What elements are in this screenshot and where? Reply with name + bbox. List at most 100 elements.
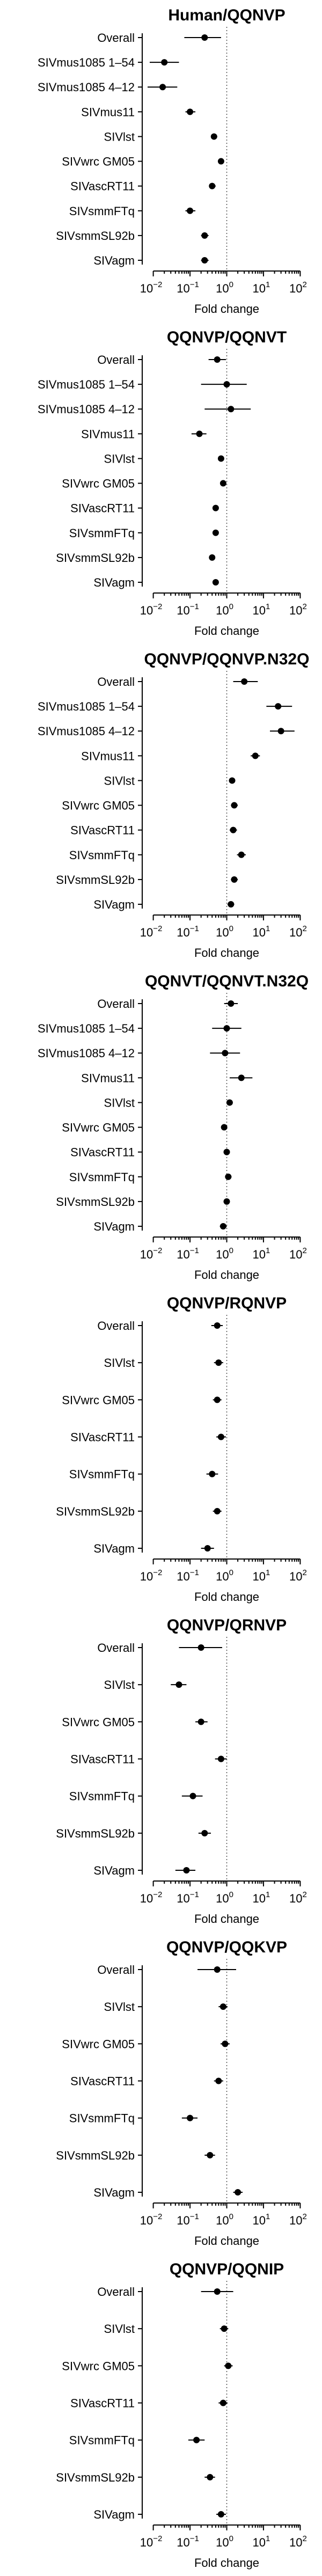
category-label: SIVascRT11: [70, 1753, 135, 1766]
point-estimate: [212, 579, 219, 586]
category-label: SIVascRT11: [70, 502, 135, 515]
category-label: SIVlst: [104, 2322, 135, 2336]
category-label: SIVwrc GM05: [62, 799, 135, 813]
x-tick-label: 101: [253, 602, 270, 617]
panel-title: QQNVP/QQNIP: [170, 2260, 284, 2278]
category-label: SIVmus1085 1–54: [38, 56, 135, 69]
point-estimate: [215, 2077, 222, 2084]
panel-title: QQNVP/RQNVP: [167, 1294, 287, 1312]
category-label: SIVsmmFTq: [69, 1790, 135, 1803]
category-label: SIVmus1085 4–12: [38, 402, 135, 416]
panel-title: QQNVP/QRNVP: [167, 1616, 287, 1634]
forest-panel: QQNVP/RQNVP Overall SIVlst SIVwrc GM05 SIVas…: [56, 1294, 307, 1604]
x-tick-label: 102: [289, 1246, 307, 1261]
panel-title: QQNVP/QQNVT: [167, 328, 287, 346]
x-tick-label: 102: [289, 280, 307, 295]
x-tick-label: 100: [216, 1246, 233, 1261]
x-axis-label: Fold change: [194, 1912, 259, 1926]
category-label: SIVagm: [93, 898, 135, 911]
category-label: SIVwrc GM05: [62, 477, 135, 491]
x-tick-label: 10−2: [140, 602, 163, 617]
forest-panel: Human/QQNVP Overall SIVmus1085 1–54 SIVmus1…: [38, 6, 307, 316]
point-estimate: [187, 108, 194, 115]
x-tick-label: 100: [216, 280, 233, 295]
point-estimate: [252, 752, 259, 759]
category-label: SIVlst: [104, 1356, 135, 1370]
category-label: SIVsmmSL92b: [56, 1505, 135, 1518]
point-estimate: [193, 2436, 200, 2443]
category-label: SIVwrc GM05: [62, 1121, 135, 1135]
category-label: SIVsmmSL92b: [56, 873, 135, 887]
x-tick-label: 102: [289, 1890, 307, 1905]
point-estimate: [223, 1198, 230, 1205]
category-label: SIVagm: [93, 1864, 135, 1877]
category-label: SIVagm: [93, 254, 135, 267]
category-label: SIVlst: [104, 452, 135, 465]
category-label: SIVmus11: [81, 1071, 135, 1085]
point-estimate: [201, 34, 208, 41]
point-estimate: [222, 2040, 229, 2047]
point-estimate: [214, 1507, 221, 1514]
point-estimate: [217, 1433, 224, 1440]
x-tick-label: 101: [253, 924, 270, 939]
category-label: SIVmus11: [81, 749, 135, 763]
category-label: SIVmus11: [81, 427, 135, 441]
point-estimate: [231, 876, 238, 883]
x-axis-label: Fold change: [194, 1268, 259, 1282]
point-estimate: [175, 1681, 182, 1688]
category-label: SIVascRT11: [70, 2397, 135, 2410]
x-axis-label: Fold change: [194, 1590, 259, 1604]
x-tick-label: 10−2: [140, 1246, 163, 1261]
x-tick-label: 10−1: [177, 2212, 199, 2227]
category-label: SIVmus1085 4–12: [38, 724, 135, 738]
point-estimate: [187, 207, 194, 214]
category-label: SIVmus1085 4–12: [38, 1046, 135, 1060]
x-tick-label: 100: [216, 1890, 233, 1905]
category-label: SIVascRT11: [70, 1146, 135, 1159]
category-label: SIVsmmSL92b: [56, 229, 135, 243]
category-label: SIVlst: [104, 130, 135, 143]
point-estimate: [214, 1396, 221, 1403]
x-tick-label: 10−2: [140, 924, 163, 939]
point-estimate: [225, 1173, 232, 1180]
category-label: SIVsmmSL92b: [56, 1195, 135, 1209]
category-label: SIVlst: [104, 774, 135, 787]
category-label: Overall: [97, 353, 135, 367]
point-estimate: [189, 1792, 196, 1799]
category-label: SIVsmmSL92b: [56, 2471, 135, 2484]
x-axis-label: Fold change: [194, 624, 259, 638]
forest-panel: QQNVP/QQNVT Overall SIVmus1085 1–54 SIVmus1…: [38, 328, 307, 638]
point-estimate: [217, 455, 224, 462]
x-tick-label: 10−2: [140, 2212, 163, 2227]
category-label: SIVwrc GM05: [62, 2037, 135, 2051]
panel-title: QQNVP/QQNVP.N32Q: [144, 650, 310, 668]
point-estimate: [219, 480, 226, 487]
point-estimate: [221, 1124, 228, 1131]
point-estimate: [228, 901, 235, 908]
point-estimate: [214, 1322, 221, 1329]
x-tick-label: 100: [216, 1568, 233, 1583]
point-estimate: [235, 2189, 241, 2196]
category-label: SIVsmmFTq: [69, 848, 135, 862]
x-tick-label: 102: [289, 2212, 307, 2227]
point-estimate: [223, 381, 230, 388]
panel-title: QQNVP/QQKVP: [166, 1938, 287, 1956]
x-tick-label: 10−2: [140, 2534, 163, 2549]
point-estimate: [214, 1966, 221, 1973]
point-estimate: [209, 182, 216, 189]
category-label: Overall: [97, 1319, 135, 1333]
point-estimate: [238, 851, 245, 858]
category-label: Overall: [97, 31, 135, 45]
x-tick-label: 10−1: [177, 1890, 199, 1905]
category-label: SIVlst: [104, 1096, 135, 1109]
x-tick-label: 100: [216, 2212, 233, 2227]
point-estimate: [225, 2362, 232, 2369]
x-tick-label: 101: [253, 2534, 270, 2549]
point-estimate: [161, 59, 168, 66]
x-tick-label: 101: [253, 280, 270, 295]
category-label: SIVlst: [104, 2000, 135, 2014]
category-label: SIVagm: [93, 576, 135, 589]
category-label: SIVsmmSL92b: [56, 551, 135, 565]
point-estimate: [223, 1148, 230, 1155]
point-estimate: [217, 1755, 224, 1762]
